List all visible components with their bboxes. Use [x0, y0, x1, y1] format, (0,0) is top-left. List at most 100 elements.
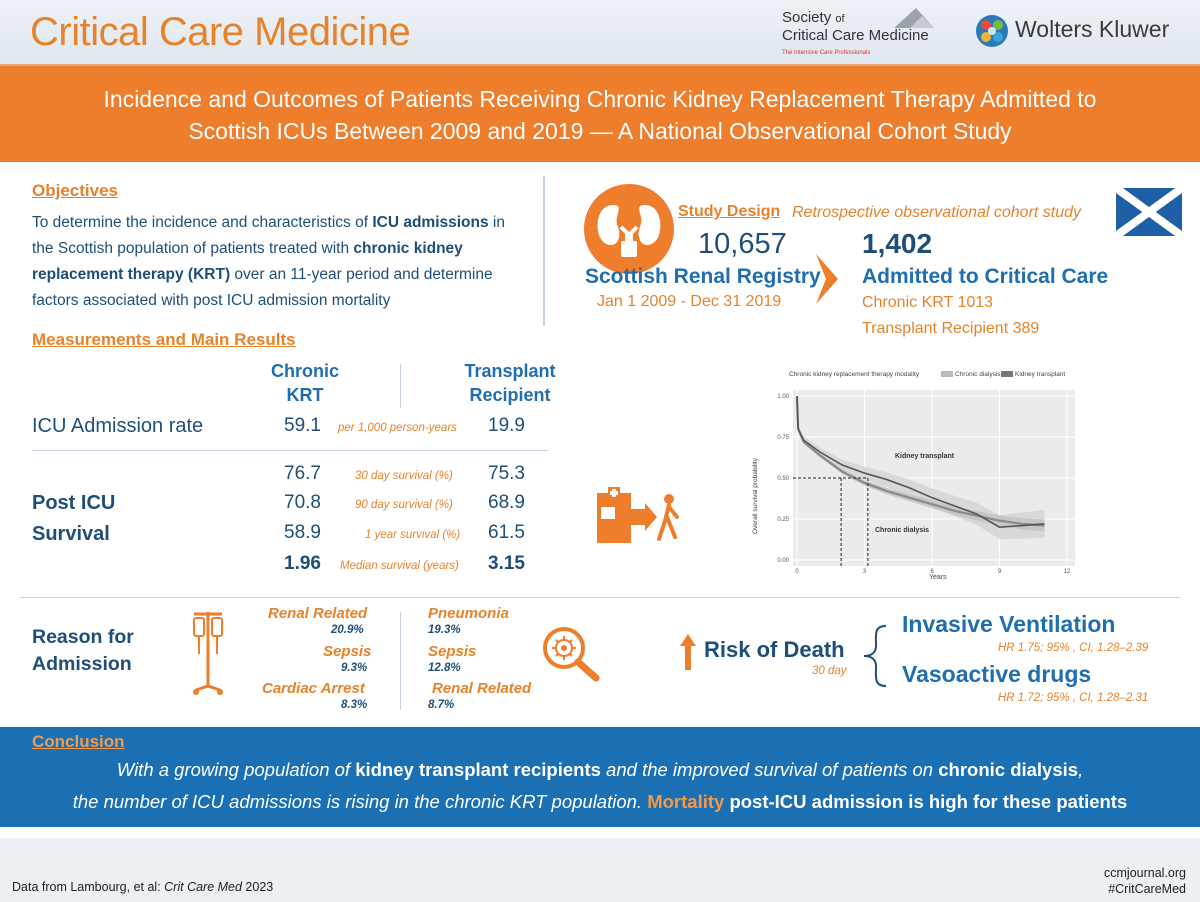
survival-30d-tx: 75.3	[488, 463, 525, 484]
results-heading: Measurements and Main Results	[32, 330, 296, 349]
km-yticks: 0.00 0.25 0.50 0.75 1.00	[777, 394, 789, 564]
wk-globe-icon	[976, 15, 1008, 47]
conclusion-box: Conclusion With a growing population of …	[0, 727, 1200, 827]
post-icu-survival-label: Post ICU Survival	[32, 492, 116, 545]
study-design-heading: Study Design	[678, 203, 781, 220]
registry-name: Scottish Renal Registry	[585, 265, 821, 288]
km-lines	[795, 395, 1045, 529]
iv-drip-icon	[193, 612, 223, 695]
km-legend-swatch-transplant	[1001, 371, 1013, 377]
km-xtick-label: 3	[863, 569, 867, 575]
magnifier-germ-icon	[543, 627, 600, 682]
survival-30d-krt: 76.7	[284, 463, 321, 484]
admitted-count: 1,402	[862, 228, 933, 259]
title-line-1: Incidence and Outcomes of Patients Recei…	[103, 86, 1097, 112]
reason-krt-3-name: Cardiac Arrest	[262, 680, 365, 697]
icu-admission-tx: 19.9	[488, 415, 525, 436]
wolters-kluwer-logo: Wolters Kluwer	[975, 12, 1175, 52]
risk-spacer	[620, 608, 621, 708]
reason-krt-2-name: Sepsis	[323, 643, 372, 660]
km-median-dash	[793, 477, 869, 566]
footer: Data from Lambourg, et al: Crit Care Med…	[0, 838, 1200, 902]
km-label-dialysis: Chronic dialysis	[875, 527, 929, 534]
study-design-type: Retrospective observational cohort study	[792, 204, 1082, 221]
title-line-2: Scottish ICUs Between 2009 and 2019 — A …	[188, 118, 1012, 144]
admitted-label: Admitted to Critical Care	[862, 265, 1109, 288]
icu-admission-unit: per 1,000 person-years	[338, 422, 457, 434]
footer-site[interactable]: ccmjournal.org	[1104, 866, 1186, 880]
arrow-up-icon	[680, 634, 696, 670]
footer-hashtag: #CritCareMed	[1108, 882, 1186, 896]
hospital-discharge-icon	[597, 487, 679, 543]
km-xtick-label: 0	[795, 569, 799, 575]
sccm-mountain-icon	[894, 8, 934, 28]
footer-source: Data from Lambourg, et al: Crit Care Med…	[12, 880, 274, 894]
median-survival-label: Median survival (years)	[340, 560, 459, 572]
survival-30d-label: 30 day survival (%)	[355, 470, 453, 482]
km-xtick-label: 9	[998, 569, 1002, 575]
conclusion-line-2: the number of ICU admissions is rising i…	[72, 791, 1128, 812]
km-ytick-label: 0.00	[777, 558, 789, 564]
objectives-heading: Objectives	[32, 181, 118, 200]
title-banner: Incidence and Outcomes of Patients Recei…	[0, 64, 1200, 162]
risk-30day: 30 day	[812, 665, 847, 677]
reason-divider	[400, 612, 401, 710]
km-band-dialysis	[797, 396, 1045, 532]
objectives-line-1: To determine the incidence and character…	[32, 214, 505, 231]
km-line-dialysis	[795, 395, 1045, 527]
km-legend-transplant: Kidney transplant	[1015, 371, 1065, 378]
km-ylabel: Overall survival probability	[752, 457, 759, 534]
km-ytick-label: 0.25	[777, 517, 789, 523]
transplant-count: Transplant Recipient 389	[862, 320, 1040, 337]
km-line-transplant	[796, 395, 1045, 529]
reason-tx-3-name: Renal Related	[432, 680, 532, 697]
top-header: Critical Care Medicine Society of Critic…	[0, 0, 1200, 64]
risk-hr-ventilation: HR 1.75; 95% , CI, 1.28–2.39	[998, 642, 1149, 654]
sccm-tagline: The Intensive Care Professionals	[782, 50, 871, 56]
survival-90d-tx: 68.9	[488, 492, 525, 513]
reason-krt-1-pct: 20.9%	[331, 624, 364, 636]
survival-1y-tx: 61.5	[488, 522, 525, 543]
icu-admission-krt: 59.1	[284, 415, 321, 436]
km-label-transplant: Kidney transplant	[895, 453, 955, 460]
conclusion-line-1: With a growing population of kidney tran…	[116, 759, 1084, 780]
km-xtick-label: 12	[1064, 569, 1071, 575]
col-head-transplant: Transplant Recipient	[464, 361, 556, 405]
survival-1y-label: 1 year survival (%)	[365, 529, 461, 541]
reason-krt-1-name: Renal Related	[268, 605, 368, 622]
sccm-word-of: of	[835, 13, 845, 25]
reason-label: Reason for Admission	[32, 626, 134, 675]
km-survival-chart: Chronic kidney replacement therapy modal…	[752, 371, 1075, 581]
conclusion-heading: Conclusion	[32, 732, 125, 751]
journal-logo: Critical Care Medicine	[30, 10, 411, 54]
survival-90d-krt: 70.8	[284, 492, 321, 513]
chronic-krt-count: Chronic KRT 1013	[862, 294, 994, 311]
reason-tx-3-pct: 8.7%	[428, 699, 455, 711]
objectives-line-4: factors associated with post ICU admissi…	[32, 292, 391, 309]
risk-of-death-label: Risk of Death	[704, 637, 845, 662]
reasons-divider	[20, 597, 1180, 598]
km-legend-title: Chronic kidney replacement therapy modal…	[789, 371, 920, 378]
col-head-divider	[400, 364, 401, 408]
reason-krt-3-pct: 8.3%	[341, 699, 368, 711]
survival-90d-label: 90 day survival (%)	[355, 499, 453, 511]
registry-count: 10,657	[698, 228, 787, 260]
registry-period: Jan 1 2009 - Dec 31 2019	[597, 293, 782, 310]
km-xticks: 0 3 6 9 12	[795, 569, 1071, 575]
objectives-line-3: replacement therapy (KRT) over an 11-yea…	[32, 266, 493, 283]
sccm-logo: Society of Critical Care Medicine The In…	[780, 6, 940, 60]
reason-tx-1-name: Pneumonia	[428, 605, 509, 622]
km-ytick-label: 1.00	[777, 394, 789, 400]
rate-divider	[32, 450, 548, 451]
col-head-krt: Chronic KRT	[270, 361, 339, 405]
scotland-flag-icon	[1116, 188, 1182, 236]
km-legend-swatch-dialysis	[941, 371, 953, 377]
risk-factor-vasoactive: Vasoactive drugs	[902, 661, 1092, 687]
arrow-right-icon	[816, 254, 838, 304]
wk-wordmark: Wolters Kluwer	[1015, 16, 1170, 42]
sccm-name: Critical Care Medicine	[782, 27, 929, 44]
risk-factor-ventilation: Invasive Ventilation	[902, 611, 1116, 637]
km-xtick-label: 6	[930, 569, 934, 575]
kidney-icon	[584, 184, 674, 274]
reason-krt-2-pct: 9.3%	[341, 662, 368, 674]
